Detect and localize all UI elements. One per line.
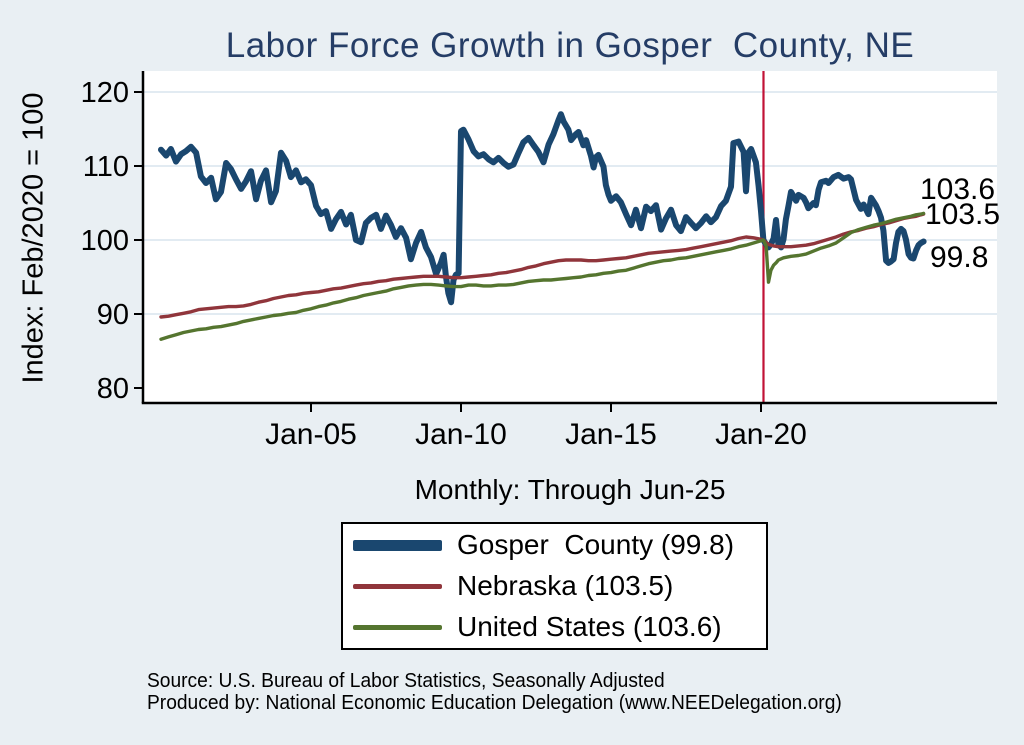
x-tick-label-Jan-05: Jan-05 <box>265 418 357 451</box>
legend-label: Nebraska (103.5) <box>457 570 674 601</box>
y-tick-label-110: 110 <box>83 151 129 183</box>
source-note: Source: U.S. Bureau of Labor Statistics,… <box>147 670 842 714</box>
produced-by-line: Produced by: National Economic Education… <box>147 692 842 714</box>
legend-label: Gosper County (99.8) <box>457 529 735 560</box>
legend-line-swatch <box>353 539 442 551</box>
legend-item-united-states: United States (103.6) <box>353 611 766 643</box>
series-line-nebraska <box>159 212 926 319</box>
y-axis-title: Index: Feb/2020 = 100 <box>17 92 50 384</box>
series-line-gosper-county <box>158 111 927 306</box>
y-tick-label-100: 100 <box>81 225 129 257</box>
x-tick-label-Jan-20: Jan-20 <box>715 418 807 451</box>
series-line-united-states <box>159 211 926 341</box>
y-tick-label-120: 120 <box>81 77 129 109</box>
source-line: Source: U.S. Bureau of Labor Statistics,… <box>147 670 665 692</box>
y-tick-label-90: 90 <box>97 299 129 331</box>
end-value-label-99.8: 99.8 <box>930 241 989 274</box>
y-tick-label-80: 80 <box>97 373 129 405</box>
legend-line-swatch <box>353 583 442 589</box>
x-tick-label-Jan-10: Jan-10 <box>415 418 507 451</box>
page-title: Labor Force Growth in Gosper County, NE <box>225 26 915 65</box>
legend: Gosper County (99.8) Nebraska (103.5) Unit… <box>341 522 768 650</box>
end-value-label-103.5: 103.5 <box>925 198 1001 231</box>
x-axis-subtitle: Monthly: Through Jun-25 <box>414 474 726 505</box>
end-value-label-103.6: 103.6 <box>920 173 996 206</box>
legend-item-nebraska: Nebraska (103.5) <box>353 570 766 602</box>
legend-line-swatch <box>353 624 442 630</box>
x-tick-label-Jan-15: Jan-15 <box>565 418 657 451</box>
legend-label: United States (103.6) <box>457 611 722 642</box>
legend-item-gosper-county: Gosper County (99.8) <box>353 529 766 561</box>
plot-background <box>143 71 997 403</box>
